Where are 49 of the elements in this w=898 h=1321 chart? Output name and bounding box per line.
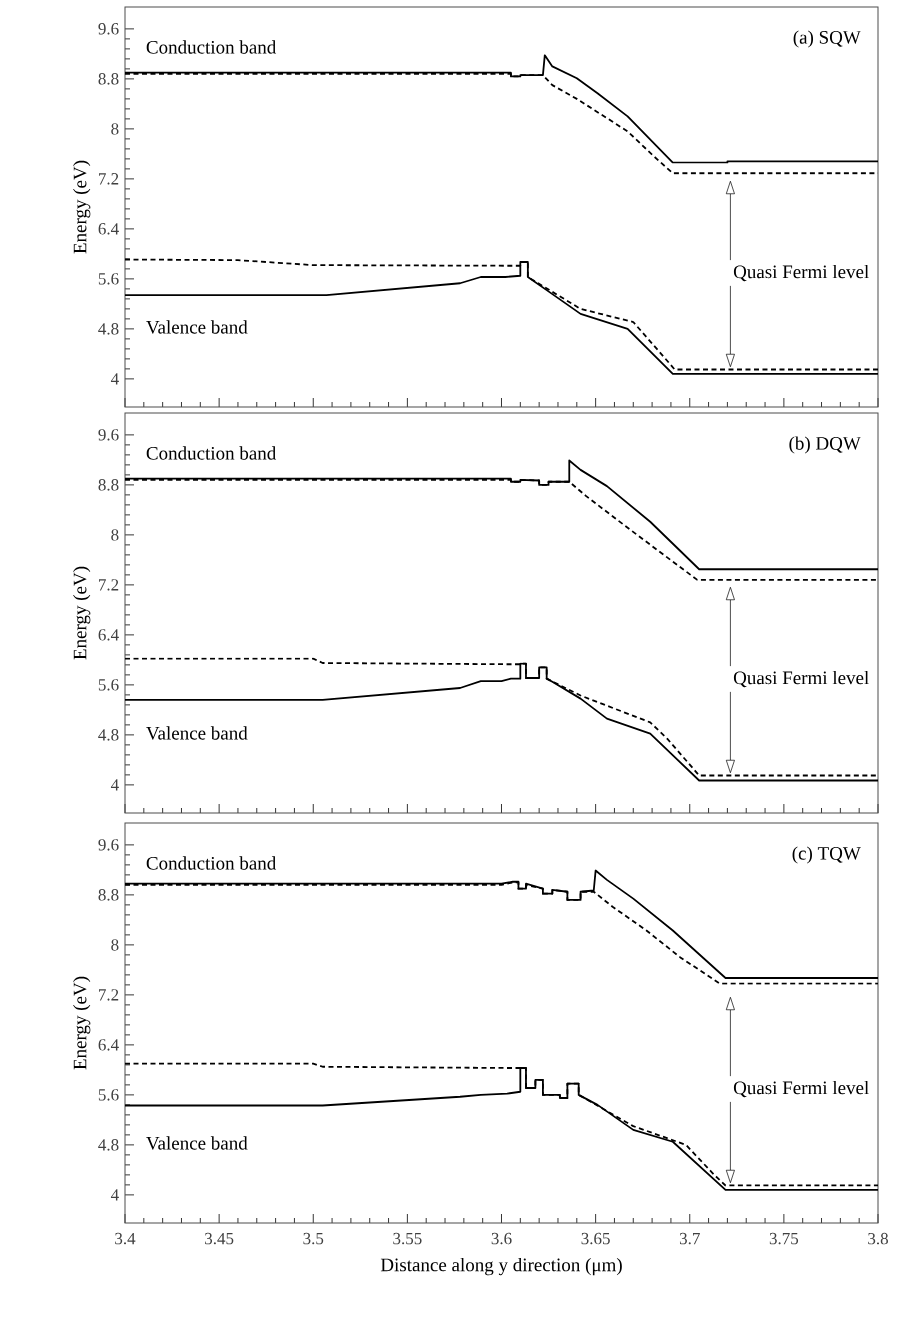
y-tick-label: 8 [111,123,119,135]
x-axis-title: Distance along y direction (μm) [380,1257,622,1276]
text: (b) DQW [789,436,861,454]
y-axis-title: Energy (eV) [73,160,91,254]
annotation: Quasi Fermi level [733,1080,869,1098]
series-label: Valence band [146,320,248,334]
x-tick-label: 3.4 [115,1232,136,1245]
x-tick-label: 3.7 [679,1232,700,1245]
y-tick-label: 9.6 [98,429,119,441]
y-tick-label: 6.4 [98,1039,119,1051]
y-tick-label: 8.8 [98,889,119,901]
y-axis-title: Energy (eV) [73,976,91,1070]
annotation: Quasi Fermi level [733,670,869,688]
y-tick-label: 6.4 [98,223,119,235]
y-tick-label: 5.6 [98,273,119,285]
y-tick-label: 4 [110,1189,119,1201]
y-axis-title: Energy (eV) [73,566,91,660]
y-tick-label: 4 [110,779,119,791]
y-tick-label: 6.4 [98,629,119,641]
x-tick-label: 3.75 [769,1232,799,1245]
series-label: Conduction band [146,856,277,870]
series-label: Conduction band [146,40,277,54]
y-tick-label: 8.8 [98,73,119,85]
x-tick-label: 3.65 [581,1232,610,1245]
text: (c) TQW [792,846,861,864]
y-tick-label: 7.2 [99,579,119,591]
y-tick-label: 5.6 [98,679,119,691]
y-tick-label: 8 [111,939,119,951]
y-tick-label: 9.6 [98,23,119,35]
text: (a) SQW [793,30,861,48]
y-tick-label: 8.8 [98,479,119,491]
y-tick-label: 9.6 [98,839,119,851]
x-tick-label: 3.6 [491,1232,512,1245]
x-tick-label: 3.55 [393,1232,422,1245]
x-tick-label: 3.45 [205,1232,234,1245]
y-tick-label: 4 [110,373,119,385]
series-label: Valence band [146,1136,248,1150]
y-tick-label: 4.8 [98,323,119,335]
y-tick-label: 4.8 [98,1139,119,1151]
series-label: Conduction band [146,446,277,460]
y-tick-label: 7.2 [99,173,119,185]
y-tick-label: 4.8 [98,729,119,741]
y-tick-label: 8 [111,529,119,541]
x-tick-label: 3.5 [303,1232,324,1245]
series-label: Valence band [146,726,248,740]
y-tick-label: 7.2 [99,989,119,1001]
annotation: Quasi Fermi level [733,264,869,282]
x-tick-label: 3.8 [868,1232,888,1245]
y-tick-label: 5.6 [98,1089,119,1101]
